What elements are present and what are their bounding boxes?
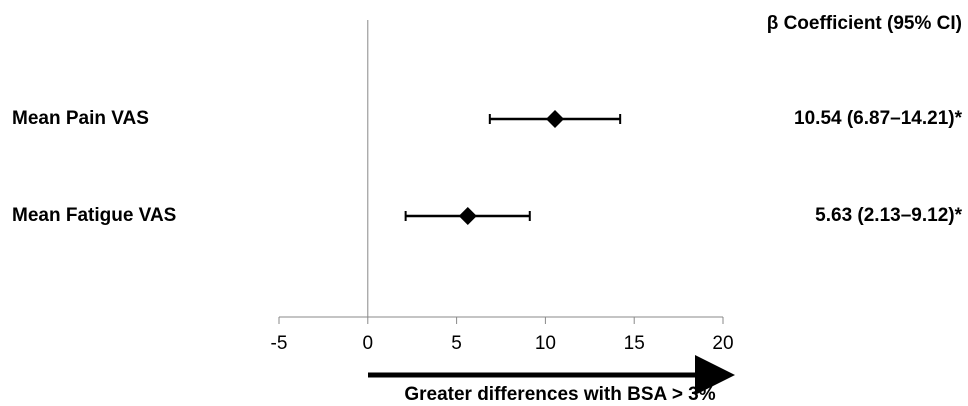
x-tick-label: 20 xyxy=(712,333,733,354)
point-estimate xyxy=(458,207,477,225)
value-label: 10.54 (6.87–14.21)* xyxy=(794,108,963,129)
point-estimate xyxy=(545,110,564,128)
column-header: β Coefficient (95% CI) xyxy=(767,13,962,34)
row-label: Mean Fatigue VAS xyxy=(12,205,176,226)
x-tick-label: 5 xyxy=(451,333,462,354)
row-label: Mean Pain VAS xyxy=(12,108,149,129)
value-label: 5.63 (2.13–9.12)* xyxy=(815,205,962,226)
annotation: Greater differences with BSA > 3% xyxy=(404,384,715,405)
x-tick-label: -5 xyxy=(271,333,288,354)
x-tick-label: 0 xyxy=(363,333,374,354)
x-tick-label: 15 xyxy=(624,333,645,354)
x-tick-label: 10 xyxy=(535,333,556,354)
